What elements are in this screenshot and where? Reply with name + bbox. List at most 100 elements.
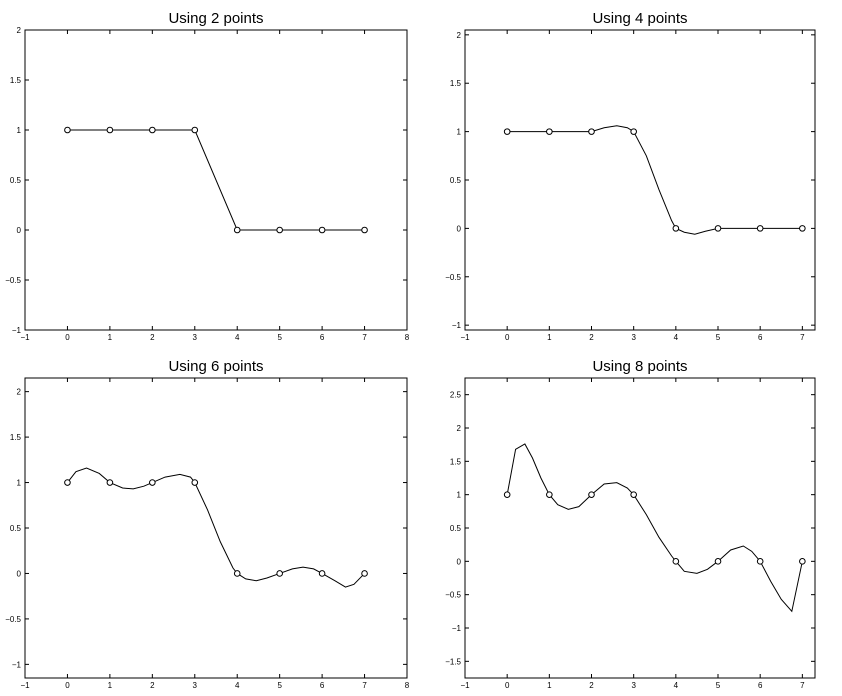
interpolation-curve [67,129,365,231]
y-tick-label: 0.5 [10,524,22,533]
y-tick-label: −0.5 [5,615,21,624]
subplot-using-8-points: Using 8 points −1 0 1 2 3 4 5 6 7 −1.5 −1 −0.5 0 0.5 1 1… [445,358,816,690]
x-tick-label: 2 [150,681,155,690]
data-point-marker [106,479,114,486]
y-tick-label: −0.5 [5,276,21,285]
y-tick-label: 2.5 [450,391,462,400]
data-point-marker [233,226,241,234]
data-point-marker [546,491,553,498]
data-point-marker [149,126,156,134]
axes-frame [24,377,408,679]
x-tick-label: 3 [631,681,636,690]
x-tick-label: 6 [320,681,325,690]
data-point-marker [318,226,326,234]
data-point-marker [756,225,764,232]
data-point-marker [106,126,114,134]
y-tick-label: 2 [17,26,22,35]
chart-title: Using 6 points [168,358,263,375]
y-tick-label: 0.5 [450,524,462,533]
y-tick-label: 1.5 [450,457,462,466]
data-point-marker [799,225,806,232]
data-point-marker [233,570,241,577]
x-tick-label: 2 [150,333,155,342]
data-point-marker [630,128,637,135]
x-tick-label: 1 [547,333,552,342]
data-point-marker [588,491,595,498]
y-tick-label: −1 [12,660,22,669]
x-tick-label: 0 [505,333,510,342]
y-tick-label: 0 [457,224,462,233]
x-tick-label: 6 [320,333,325,342]
y-tick-label: 1 [17,126,22,135]
y-tick-label: −1 [12,326,22,335]
chart-title: Using 8 points [592,358,687,375]
x-tick-label: 4 [235,333,240,342]
y-tick-label: 2 [457,424,462,433]
data-point-marker [318,570,326,577]
data-point-marker [503,491,511,498]
y-tick-label: −1.5 [445,657,461,666]
x-tick-label: 7 [800,681,805,690]
x-tick-label: 0 [505,681,510,690]
x-tick-label: −1 [20,681,30,690]
x-tick-label: 3 [193,681,198,690]
interpolation-curve [67,467,365,588]
x-tick-label: 6 [758,333,763,342]
data-point-marker [503,128,511,135]
data-point-marker [64,479,71,486]
x-tick-label: 6 [758,681,763,690]
data-point-marker [64,126,71,134]
x-tick-label: 5 [716,681,721,690]
data-point-marker [588,128,595,135]
data-point-marker [714,225,722,232]
y-tick-label: −1 [452,321,462,330]
data-point-marker [191,479,199,486]
x-tick-label: −1 [20,333,30,342]
axes-frame [464,377,816,679]
x-tick-label: 2 [589,333,594,342]
axes-frame [464,29,816,331]
data-point-marker [276,226,283,234]
y-tick-label: −0.5 [445,591,461,600]
x-tick-label: 5 [716,333,721,342]
subplot-using-4-points: Using 4 points −1 0 1 2 3 4 5 6 7 −1 −0.5 0 0.5 1 1.5 2 [445,10,816,342]
x-tick-label: 7 [362,333,367,342]
y-tick-label: 1 [17,479,22,488]
x-tick-label: 1 [547,681,552,690]
y-tick-label: −1 [452,624,462,633]
x-tick-label: −1 [460,681,470,690]
x-tick-label: 1 [108,681,113,690]
x-tick-label: 2 [589,681,594,690]
data-point-marker [276,570,283,577]
y-tick-label: 0 [17,569,22,578]
y-tick-label: 1 [457,128,462,137]
x-tick-label: 5 [277,681,282,690]
data-point-marker [756,558,764,565]
x-tick-label: 1 [108,333,113,342]
y-tick-label: 2 [17,388,22,397]
y-tick-label: 0 [17,226,22,235]
y-tick-label: 2 [457,31,462,40]
subplot-using-2-points: Using 2 points −1 0 1 2 3 4 5 6 7 8 −1 −0.5 0 0.5 1 1.5 2 [5,10,410,342]
x-tick-label: 5 [277,333,282,342]
data-point-marker [714,558,722,565]
subplot-using-6-points: Using 6 points −1 0 1 2 3 4 5 6 7 8 −1 −0.5 0 0.5 1 1.5 2 [5,358,410,690]
y-tick-label: 0.5 [450,176,462,185]
data-point-marker [191,126,199,134]
data-point-marker [630,491,637,498]
data-point-marker [672,558,680,565]
y-tick-label: 1 [457,491,462,500]
y-tick-label: −0.5 [445,273,461,282]
x-tick-label: 0 [65,333,70,342]
interpolation-curve [507,125,803,235]
y-tick-label: 1.5 [450,79,462,88]
data-point-marker [799,558,806,565]
x-tick-label: 7 [362,681,367,690]
data-point-marker [672,225,680,232]
data-point-marker [361,570,368,577]
y-tick-label: 0 [457,557,462,566]
x-tick-label: 3 [631,333,636,342]
y-tick-label: 1.5 [10,76,22,85]
x-tick-label: 4 [674,333,679,342]
